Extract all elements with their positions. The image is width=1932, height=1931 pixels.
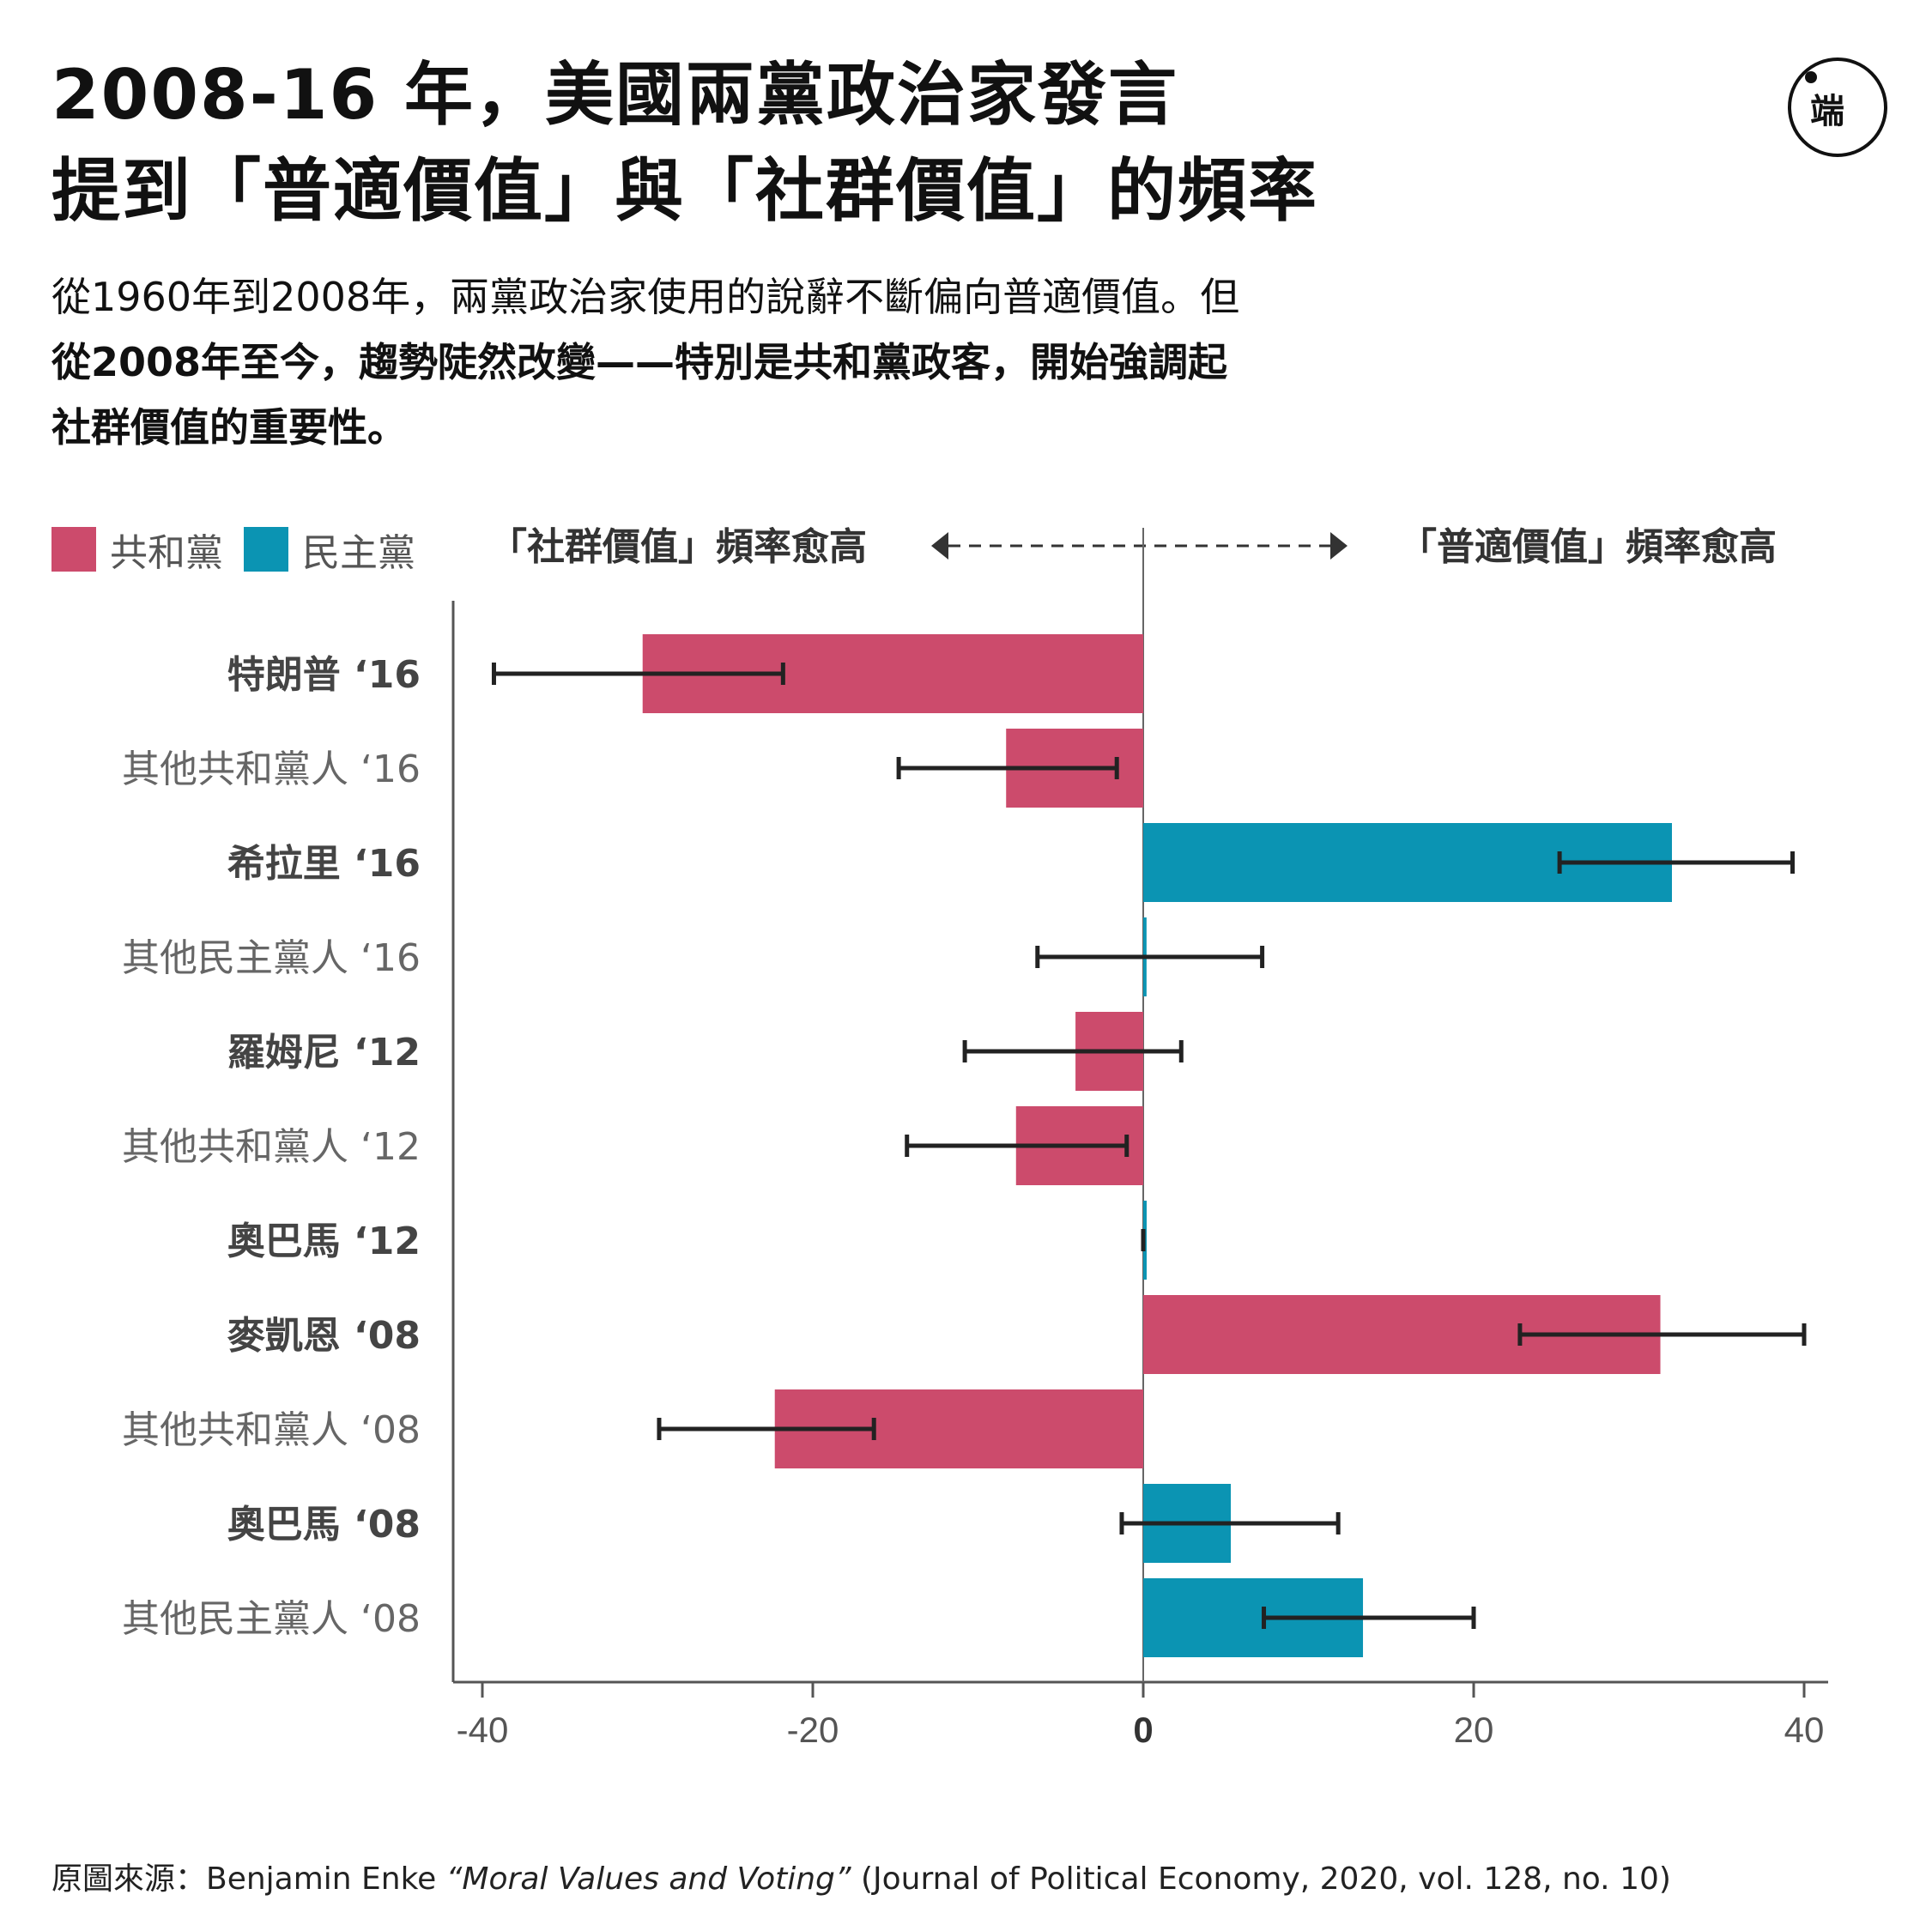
category-label: 希拉里 ‘16 <box>227 842 421 886</box>
x-tick-label: 40 <box>1784 1710 1825 1750</box>
category-label: 奧巴馬 ‘12 <box>227 1220 421 1263</box>
legend-item-democrat: 民主黨 <box>244 522 415 577</box>
x-tick-label: 20 <box>1454 1710 1494 1750</box>
category-label: 其他共和黨人 ‘12 <box>122 1125 421 1169</box>
category-labels: 特朗普 ‘16 其他共和黨人 ‘16 希拉里 ‘16 其他民主黨人 ‘16 羅姆尼 ‘1… <box>122 653 421 1641</box>
subtitle-line-1: 從1960年到2008年，兩黨政治家使用的說辭不斷偏向普適價值。但 <box>51 274 1240 320</box>
legend-item-republican: 共和黨 <box>51 522 223 577</box>
x-tick-label: 0 <box>1133 1710 1153 1750</box>
logo: 端 <box>1788 58 1887 157</box>
legend-swatch-democrat <box>244 527 288 572</box>
source-note: 原圖來源：Benjamin Enke “Moral Values and Vot… <box>51 1854 1671 1898</box>
legend: 共和黨 民主黨 <box>51 522 436 577</box>
category-label: 麥凱恩 ‘08 <box>227 1314 421 1358</box>
title-line-2: 提到「普適價值」與「社群價值」的頻率 <box>51 151 1318 231</box>
x-axis-ticks: -40 -20 0 20 40 <box>457 1682 1825 1750</box>
title-line-1: 2008-16 年，美國兩黨政治家發言 <box>51 55 1179 135</box>
category-label: 其他共和黨人 ‘08 <box>122 1408 421 1452</box>
chart-subtitle: 從1960年到2008年，兩黨政治家使用的說辭不斷偏向普適價值。但 從2008年… <box>51 264 1390 460</box>
x-tick-label: -40 <box>457 1710 509 1750</box>
subtitle-line-3: 社群價值的重要性。 <box>51 404 407 451</box>
subtitle-line-2: 從2008年至今，趨勢陡然改變——特別是共和黨政客，開始強調起 <box>51 339 1228 385</box>
direction-arrow-right-head <box>1330 532 1348 560</box>
source-work: “Moral Values and Voting” <box>445 1861 851 1897</box>
direction-right-label: 「普適價值」頻率愈高 <box>1399 525 1777 569</box>
logo-glyph: 端 <box>1810 91 1844 131</box>
direction-arrow <box>931 532 1348 560</box>
category-label: 其他民主黨人 ‘16 <box>122 936 421 980</box>
source-prefix: 原圖來源：Benjamin Enke <box>51 1861 446 1897</box>
legend-swatch-republican <box>51 527 96 572</box>
bars <box>642 634 1672 1657</box>
legend-label-democrat: 民主黨 <box>302 531 415 575</box>
direction-left-label: 「社群價值」頻率愈高 <box>489 525 867 569</box>
source-suffix: (Journal of Political Economy, 2020, vol… <box>851 1861 1671 1897</box>
category-label: 奧巴馬 ‘08 <box>227 1503 421 1547</box>
category-label: 特朗普 ‘16 <box>227 653 421 697</box>
direction-arrow-left-head <box>931 532 948 560</box>
chart-title: 2008-16 年，美國兩黨政治家發言 提到「普適價值」與「社群價值」的頻率 <box>51 47 1318 239</box>
error-bars <box>491 663 1807 1629</box>
legend-label-republican: 共和黨 <box>110 531 223 575</box>
x-tick-label: -20 <box>787 1710 839 1750</box>
logo-dot <box>1805 71 1817 83</box>
category-label: 羅姆尼 ‘12 <box>227 1031 421 1074</box>
category-label: 其他共和黨人 ‘16 <box>122 748 421 791</box>
category-label: 其他民主黨人 ‘08 <box>122 1597 421 1641</box>
